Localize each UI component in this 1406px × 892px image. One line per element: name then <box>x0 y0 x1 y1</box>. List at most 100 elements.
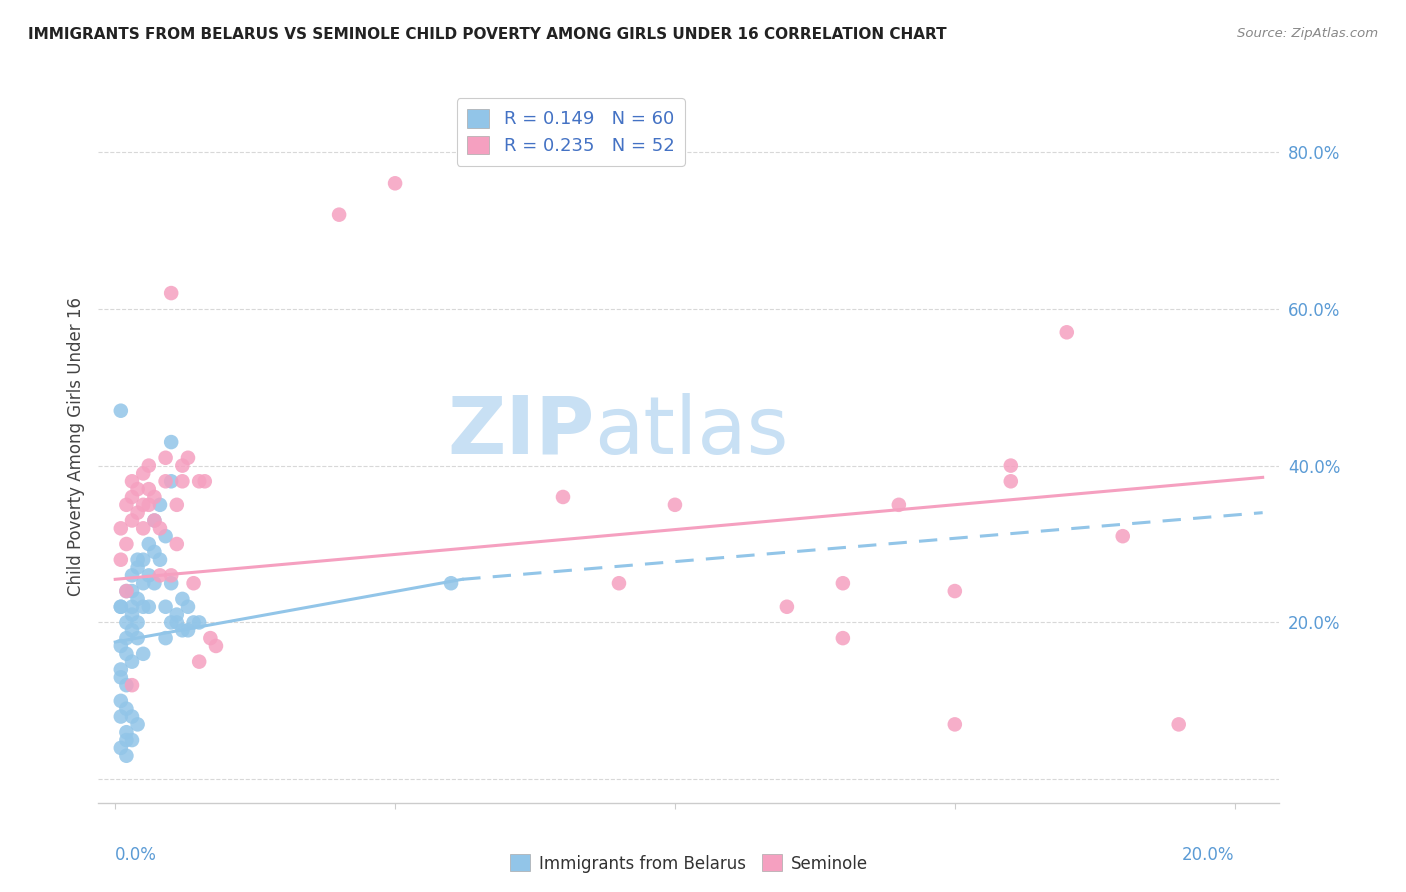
Text: atlas: atlas <box>595 392 789 471</box>
Point <box>160 576 183 591</box>
Point <box>200 631 222 645</box>
Legend: Immigrants from Belarus, Seminole: Immigrants from Belarus, Seminole <box>503 847 875 880</box>
Point <box>110 740 132 755</box>
Point <box>149 498 172 512</box>
Point <box>149 568 172 582</box>
Point <box>127 506 149 520</box>
Point <box>183 576 205 591</box>
Point <box>831 576 853 591</box>
Point <box>149 521 172 535</box>
Point <box>110 521 132 535</box>
Point <box>149 552 172 566</box>
Point <box>188 615 211 630</box>
Point <box>155 631 177 645</box>
Point <box>121 514 143 528</box>
Point <box>776 599 799 614</box>
Point <box>551 490 574 504</box>
Point <box>177 599 200 614</box>
Point <box>121 624 143 638</box>
Point <box>138 568 160 582</box>
Point <box>121 490 143 504</box>
Point <box>943 717 966 731</box>
Point <box>127 552 149 566</box>
Point <box>121 599 143 614</box>
Point <box>110 403 132 417</box>
Point <box>132 599 155 614</box>
Point <box>127 560 149 574</box>
Point <box>1000 475 1022 489</box>
Point <box>121 568 143 582</box>
Point <box>115 748 138 763</box>
Point <box>121 584 143 599</box>
Point <box>166 498 188 512</box>
Point <box>121 733 143 747</box>
Point <box>166 607 188 622</box>
Point <box>160 286 183 301</box>
Point <box>172 475 194 489</box>
Point <box>115 615 138 630</box>
Text: ZIP: ZIP <box>447 392 595 471</box>
Point <box>121 678 143 692</box>
Point <box>132 647 155 661</box>
Point <box>115 631 138 645</box>
Point <box>121 709 143 723</box>
Point <box>143 576 166 591</box>
Text: IMMIGRANTS FROM BELARUS VS SEMINOLE CHILD POVERTY AMONG GIRLS UNDER 16 CORRELATI: IMMIGRANTS FROM BELARUS VS SEMINOLE CHIL… <box>28 27 946 42</box>
Point <box>188 475 211 489</box>
Point <box>887 498 910 512</box>
Text: 20.0%: 20.0% <box>1182 846 1234 864</box>
Point <box>132 552 155 566</box>
Point <box>166 537 188 551</box>
Point <box>110 670 132 684</box>
Point <box>121 607 143 622</box>
Point <box>127 615 149 630</box>
Point <box>155 599 177 614</box>
Point <box>115 733 138 747</box>
Y-axis label: Child Poverty Among Girls Under 16: Child Poverty Among Girls Under 16 <box>66 296 84 596</box>
Point <box>160 568 183 582</box>
Point <box>127 717 149 731</box>
Point <box>121 655 143 669</box>
Point <box>115 498 138 512</box>
Point <box>110 599 132 614</box>
Point <box>188 655 211 669</box>
Point <box>160 475 183 489</box>
Point <box>143 514 166 528</box>
Point <box>115 702 138 716</box>
Text: 0.0%: 0.0% <box>115 846 157 864</box>
Legend: R = 0.149   N = 60, R = 0.235   N = 52: R = 0.149 N = 60, R = 0.235 N = 52 <box>457 98 685 166</box>
Point <box>1000 458 1022 473</box>
Point <box>132 498 155 512</box>
Point <box>115 537 138 551</box>
Point <box>1056 326 1078 340</box>
Point <box>110 552 132 566</box>
Point <box>132 521 155 535</box>
Point <box>172 624 194 638</box>
Point <box>177 450 200 465</box>
Point <box>115 678 138 692</box>
Point <box>1112 529 1135 543</box>
Point <box>110 639 132 653</box>
Point <box>155 475 177 489</box>
Point <box>138 482 160 496</box>
Point <box>607 576 630 591</box>
Point <box>132 576 155 591</box>
Point <box>384 176 406 190</box>
Point <box>160 615 183 630</box>
Point <box>155 529 177 543</box>
Point <box>115 584 138 599</box>
Point <box>664 498 686 512</box>
Point <box>115 584 138 599</box>
Point <box>943 584 966 599</box>
Point <box>121 475 143 489</box>
Point <box>205 639 228 653</box>
Point <box>127 482 149 496</box>
Point <box>328 208 350 222</box>
Point <box>110 663 132 677</box>
Point <box>110 694 132 708</box>
Point <box>831 631 853 645</box>
Point <box>172 591 194 606</box>
Point <box>160 435 183 450</box>
Point <box>440 576 463 591</box>
Point <box>183 615 205 630</box>
